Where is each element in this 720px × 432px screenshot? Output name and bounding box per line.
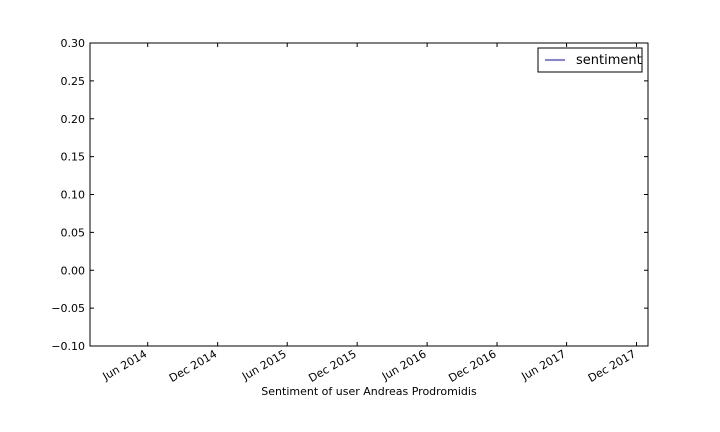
y-tick-label: 0.00 xyxy=(61,264,86,277)
x-axis-label: Sentiment of user Andreas Prodromidis xyxy=(261,385,477,398)
y-tick-label: 0.20 xyxy=(61,113,86,126)
y-tick-label: 0.15 xyxy=(61,151,86,164)
y-tick-label: 0.05 xyxy=(61,226,86,239)
y-tick-label: −0.10 xyxy=(51,340,85,353)
y-tick-label: 0.25 xyxy=(61,75,86,88)
plot-area xyxy=(90,43,648,346)
y-tick-label: 0.30 xyxy=(61,37,86,50)
legend: sentiment xyxy=(537,47,643,73)
y-tick-label: 0.10 xyxy=(61,189,86,202)
y-tick-label: −0.05 xyxy=(51,302,85,315)
plot-frame xyxy=(89,42,649,347)
y-axis: 0.30 0.25 0.20 0.15 0.10 0.05 0.00 −0.05 −0.10 xyxy=(51,37,648,353)
legend-label-sentiment: sentiment xyxy=(576,53,642,68)
